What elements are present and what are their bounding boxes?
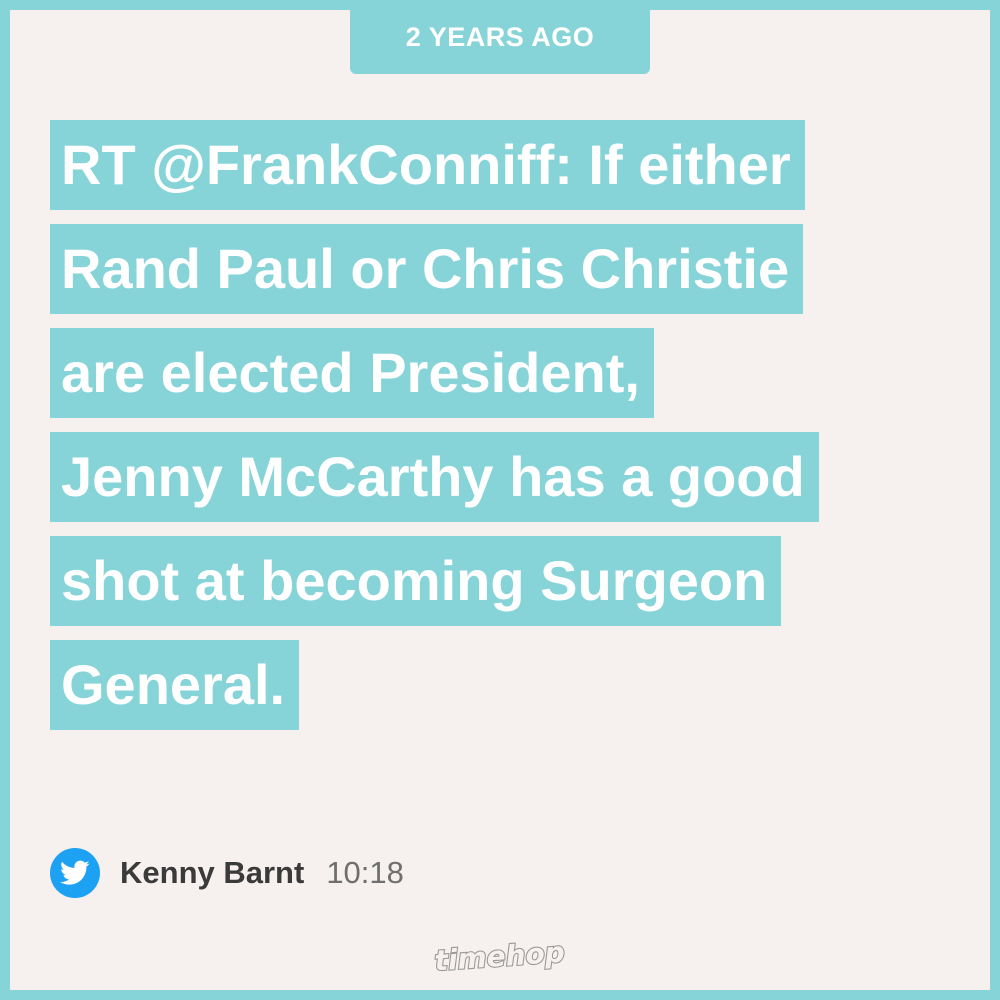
tweet-time: 10:18	[326, 855, 404, 890]
time-ago-label: 2 YEARS AGO	[405, 21, 595, 52]
author-name: Kenny Barnt	[120, 855, 305, 890]
tweet-text-line: Jenny McCarthy has a good	[50, 432, 819, 522]
twitter-bird-icon	[50, 848, 100, 898]
tweet-text-line: Rand Paul or Chris Christie	[50, 224, 804, 314]
tweet-meta: Kenny Barnt 10:18	[50, 848, 404, 898]
timehop-logo: timehop	[430, 928, 570, 988]
svg-text:timehop: timehop	[433, 936, 565, 978]
tweet-text-line: shot at becoming Surgeon	[50, 536, 782, 626]
tweet-text-line: RT @FrankConniff: If either	[50, 120, 805, 210]
tweet-text: RT @FrankConniff: If either Rand Paul or…	[50, 120, 970, 744]
tweet-text-line: are elected President,	[50, 328, 654, 418]
tweet-text-line: General.	[50, 640, 300, 730]
time-ago-badge: 2 YEARS AGO	[350, 0, 650, 74]
